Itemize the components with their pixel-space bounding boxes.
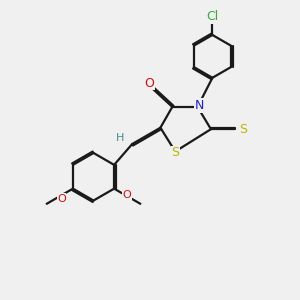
Text: S: S: [239, 123, 247, 136]
Text: O: O: [123, 190, 131, 200]
Text: Cl: Cl: [206, 10, 218, 23]
Text: H: H: [116, 133, 124, 143]
Text: O: O: [57, 194, 66, 204]
Text: N: N: [194, 99, 204, 112]
Text: S: S: [171, 146, 179, 160]
Text: O: O: [145, 76, 154, 90]
